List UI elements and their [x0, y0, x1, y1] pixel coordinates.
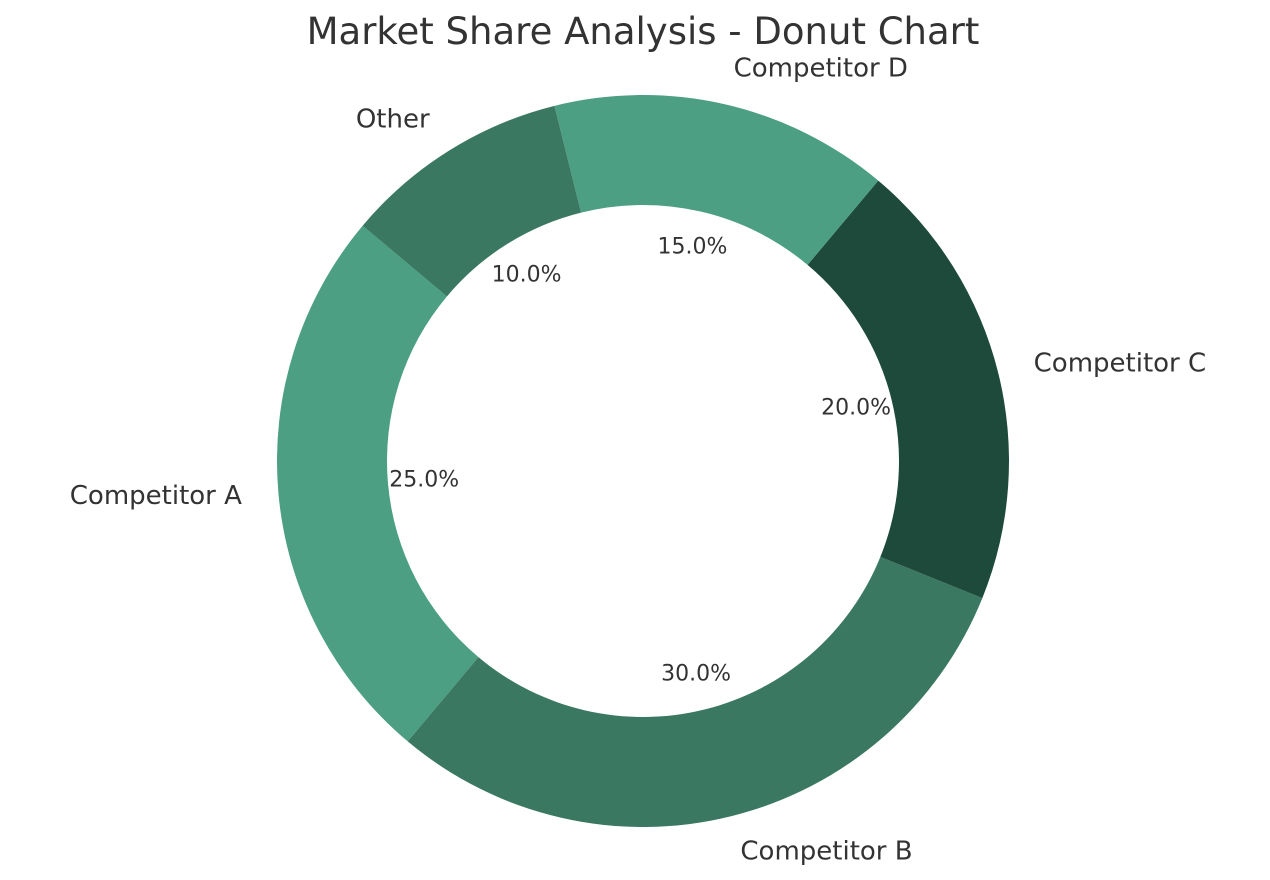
label-competitor-d: Competitor D [734, 54, 908, 84]
label-other: Other [356, 105, 430, 135]
slice-competitor-a [277, 225, 479, 742]
percent-label-competitor-b: 30.0% [661, 662, 731, 687]
slice-competitor-c [807, 180, 1009, 599]
percent-label-competitor-c: 20.0% [821, 395, 891, 420]
percent-label-other: 10.0% [492, 262, 562, 287]
slice-competitor-d [554, 94, 879, 265]
slice-competitor-b [407, 556, 983, 827]
category-labels: Competitor A Competitor B Competitor C Comp… [70, 54, 1206, 867]
percent-label-competitor-a: 25.0% [389, 468, 459, 493]
percent-label-competitor-d: 15.0% [657, 235, 727, 260]
slice-other [362, 105, 582, 297]
chart-title: Market Share Analysis - Donut Chart [307, 10, 980, 53]
percent-labels: 25.0% 30.0% 20.0% 15.0% 10.0% [389, 235, 891, 687]
label-competitor-a: Competitor A [70, 481, 242, 511]
label-competitor-c: Competitor C [1034, 349, 1207, 379]
donut-slices [277, 94, 1009, 827]
label-competitor-b: Competitor B [740, 837, 912, 867]
